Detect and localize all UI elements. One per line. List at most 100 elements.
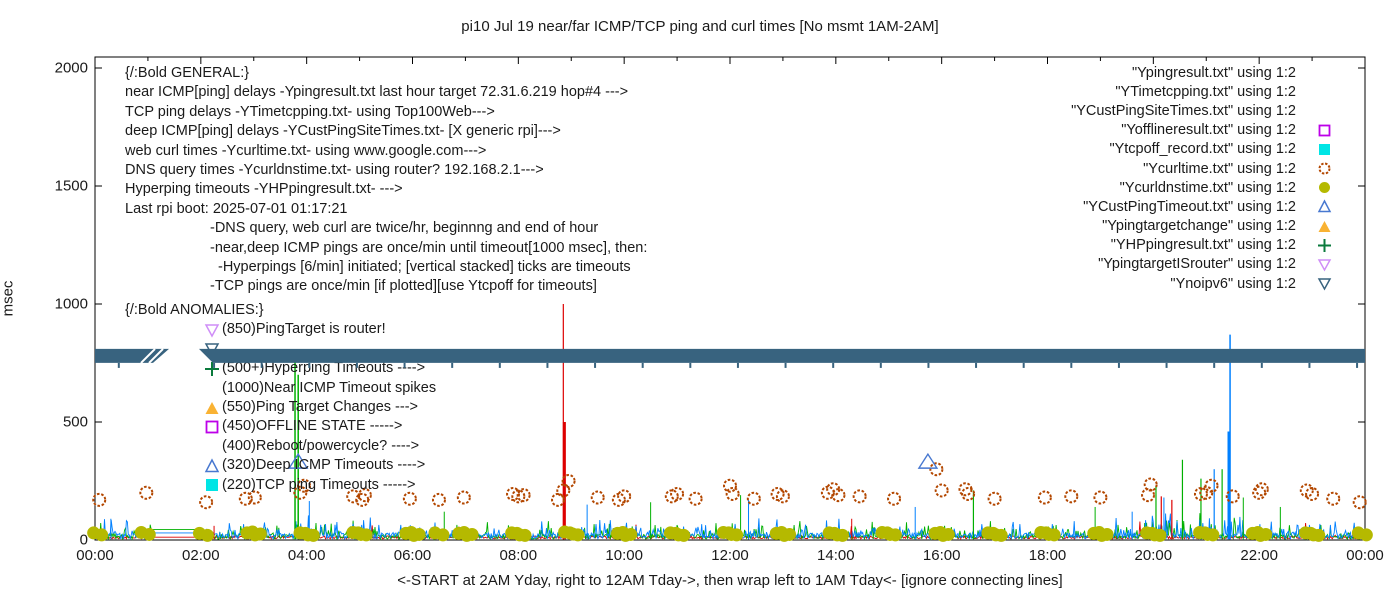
x-axis-label: <-START at 2AM Yday, right to 12AM Tday-… <box>397 572 1063 589</box>
legend-entry: "YpingtargetISrouter" using 1:2 <box>1071 255 1352 274</box>
x-tick-label: 10:00 <box>605 547 643 564</box>
general-note-line: TCP ping delays -YTimetcpping.txt- using… <box>125 103 495 120</box>
legend-sample <box>1296 180 1352 195</box>
general-note-line: Last rpi boot: 2025-07-01 01:17:21 <box>125 200 348 217</box>
tri-up-fill-icon <box>1318 220 1330 232</box>
legend-label: "Ypingresult.txt" using 1:2 <box>1132 64 1296 81</box>
general-note-line: -near,deep ICMP pings are once/min until… <box>210 239 648 256</box>
y-tick-label: 1000 <box>54 295 88 313</box>
anomaly-text: (450)OFFLINE STATE -----> <box>222 418 403 435</box>
y-tick-label: 500 <box>62 413 88 431</box>
plus-icon <box>204 361 219 376</box>
legend-sample <box>1296 85 1352 99</box>
legend-entry: "Ycurltime.txt" using 1:2 <box>1071 159 1352 178</box>
x-tick-label: 14:00 <box>817 547 855 564</box>
x-tick-label: 00:00 <box>1346 547 1384 564</box>
line-icon <box>1299 66 1349 80</box>
x-tick-label: 08:00 <box>499 547 538 564</box>
anomaly-line: (400)Reboot/powercycle? ----> <box>125 437 436 456</box>
circle-open-icon <box>1318 162 1330 175</box>
legend-label: "YCustPingSiteTimes.txt" using 1:2 <box>1071 102 1296 119</box>
general-note-line: -TCP pings are once/min [if plotted][use… <box>210 278 597 295</box>
x-tick-label: 04:00 <box>287 547 326 564</box>
tri-down-open-icon <box>203 322 220 338</box>
anomaly-text: (320)Deep ICMP Timeouts ----> <box>222 457 426 474</box>
legend-sample <box>1296 257 1352 272</box>
general-note-line: web curl times -Ycurltime.txt- using www… <box>125 142 487 159</box>
legend-label: "Ypingtargetchange" using 1:2 <box>1102 218 1296 235</box>
anomaly-line: (450)OFFLINE STATE -----> <box>125 417 436 436</box>
legend-sample <box>1296 142 1352 157</box>
tri-up-open-icon <box>204 458 219 473</box>
x-tick-label: 06:00 <box>393 547 432 564</box>
anomalies-header: {/:Bold ANOMALIES:} <box>125 302 264 318</box>
plus-icon <box>1317 238 1331 252</box>
x-tick-label: 18:00 <box>1028 547 1067 564</box>
legend-label: "YCustPingTimeout.txt" using 1:2 <box>1083 198 1296 215</box>
general-note-line: -Hyperpings [6/min] initiated; [vertical… <box>218 259 631 276</box>
tri-up-fill-icon <box>205 401 218 414</box>
chart-title: pi10 Jul 19 near/far ICMP/TCP ping and c… <box>461 18 939 35</box>
legend-entry: "YCustPingTimeout.txt" using 1:2 <box>1071 197 1352 216</box>
legend-entry: "YHPpingresult.txt" using 1:2 <box>1071 236 1352 255</box>
legend-sample <box>1296 104 1352 118</box>
plus-icon <box>203 361 220 377</box>
anomaly-line: (220)TCP ping Timeouts -----> <box>125 476 436 495</box>
anomaly-text: (850)PingTarget is router! <box>222 321 386 338</box>
legend-sample <box>1296 276 1352 291</box>
legend-entry: "YCustPingSiteTimes.txt" using 1:2 <box>1071 101 1352 120</box>
anomaly-line: (500+)Hyperping Timeouts ----> <box>125 359 436 378</box>
y-tick-label: 0 <box>79 531 88 549</box>
legend-label: "YpingtargetISrouter" using 1:2 <box>1098 256 1296 273</box>
legend-label: "Ycurltime.txt" using 1:2 <box>1143 160 1296 177</box>
legend-entry: "Ypingtargetchange" using 1:2 <box>1071 217 1352 236</box>
legend-label: "Ycurldnstime.txt" using 1:2 <box>1119 179 1296 196</box>
anomaly-line: (1000)Near ICMP Timeout spikes <box>125 379 436 398</box>
square-fill-icon <box>205 479 218 492</box>
x-tick-label: 12:00 <box>711 547 749 564</box>
legend-label: "Ytcpoff_record.txt" using 1:2 <box>1109 141 1296 158</box>
anomaly-text: (220)TCP ping Timeouts -----> <box>222 476 416 493</box>
tri-down-open-icon <box>1317 278 1331 291</box>
legend-entry: "Ycurldnstime.txt" using 1:2 <box>1071 178 1352 197</box>
general-note-line: DNS query times -Ycurldnstime.txt- using… <box>125 162 544 179</box>
tri-down-open-icon <box>1317 259 1331 272</box>
anomaly-text: (1000)Near ICMP Timeout spikes <box>222 379 437 396</box>
x-tick-label: 02:00 <box>182 547 220 564</box>
y-axis-label: msec <box>0 280 17 317</box>
legend-label: "Ynoipv6" using 1:2 <box>1170 275 1296 292</box>
general-notes: {/:Bold GENERAL:} near ICMP[ping] delays … <box>125 64 647 297</box>
x-tick-label: 16:00 <box>922 547 961 564</box>
tri-down-open-icon <box>204 324 219 338</box>
tri-up-open-icon <box>203 458 220 474</box>
legend-label: "YHPpingresult.txt" using 1:2 <box>1110 237 1296 254</box>
x-tick-label: 22:00 <box>1240 547 1278 564</box>
anomaly-text: (500+)Hyperping Timeouts ----> <box>222 360 426 377</box>
legend-entry: "YTimetcpping.txt" using 1:2 <box>1071 82 1352 101</box>
square-open-icon <box>1318 124 1330 137</box>
legend-entry: "Ytcpoff_record.txt" using 1:2 <box>1071 140 1352 159</box>
anomaly-line: (850)PingTarget is router! <box>125 320 436 339</box>
anomalies-notes: {/:Bold ANOMALIES:} (850)PingTarget is ro… <box>125 301 436 495</box>
square-fill-icon <box>203 477 220 493</box>
tri-down-open-icon <box>203 341 220 358</box>
general-note-line: Hyperping timeouts -YHPpingresult.txt- -… <box>125 181 403 198</box>
legend-entry: "Ynoipv6" using 1:2 <box>1071 274 1352 293</box>
tri-up-fill-icon <box>203 400 220 416</box>
legend-label: "YTimetcpping.txt" using 1:2 <box>1115 83 1296 100</box>
x-tick-label: 20:00 <box>1134 547 1173 564</box>
anomaly-line <box>125 340 436 359</box>
general-note-line: {/:Bold GENERAL:} <box>125 65 250 81</box>
legend-sample <box>1296 161 1352 176</box>
anomaly-line: (550)Ping Target Changes ---> <box>125 398 436 417</box>
legend-sample <box>1296 219 1352 234</box>
general-note-line: -DNS query, web curl are twice/hr, begin… <box>210 220 599 237</box>
legend-sample <box>1296 123 1352 138</box>
legend-entry: "Ypingresult.txt" using 1:2 <box>1071 63 1352 82</box>
x-tick-label: 00:00 <box>76 547 114 564</box>
line-icon <box>1299 85 1349 99</box>
anomaly-line: (320)Deep ICMP Timeouts ----> <box>125 456 436 475</box>
tri-down-open-icon <box>204 343 219 358</box>
